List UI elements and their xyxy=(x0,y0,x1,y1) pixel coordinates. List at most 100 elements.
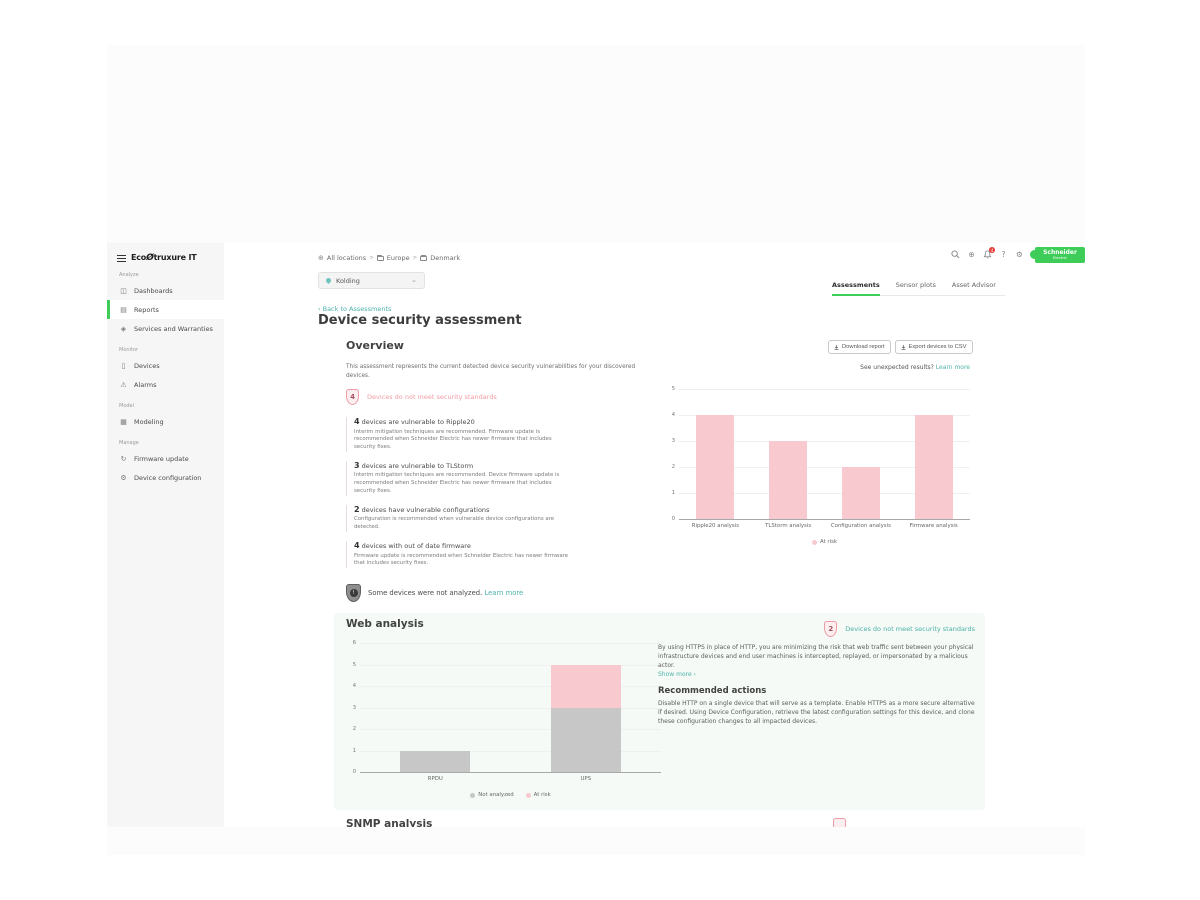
firmware-update-icon: ↻ xyxy=(120,454,127,463)
unexpected-learn-more-link[interactable]: Learn more xyxy=(935,364,970,371)
user-avatar[interactable] xyxy=(1030,250,1039,259)
y-tick-label: 2 xyxy=(352,726,356,732)
notifications-bell-icon[interactable]: 4 xyxy=(982,247,995,260)
gridline xyxy=(679,415,970,416)
not-analyzed-learn-more-link[interactable]: Learn more xyxy=(484,589,524,597)
chart-bar-firmware-analysis xyxy=(914,415,953,519)
sidebar-item-alarms[interactable]: ⚠ Alarms xyxy=(107,375,224,394)
overview-actions: Download report Export devices to CSV xyxy=(828,340,973,354)
schneider-electric-logo: Schneider Electric xyxy=(1035,247,1085,263)
download-icon xyxy=(834,344,839,350)
finding-ripple20: 4 devices are vulnerable to Ripple20 Inte… xyxy=(346,417,574,452)
finding-firmware: 4 devices with out of date firmware Firmw… xyxy=(346,541,574,569)
gray-shield-icon: ! xyxy=(346,584,361,602)
y-tick-label: 0 xyxy=(352,769,356,775)
folder-icon xyxy=(376,255,384,261)
chevron-left-icon: ‹ xyxy=(318,305,321,313)
y-tick-label: 1 xyxy=(352,747,356,754)
overview-chart-y-axis: 0 1 2 3 4 5 xyxy=(665,386,679,522)
devices-icon: ▯ xyxy=(121,361,126,370)
bar-segment-at-risk xyxy=(550,664,621,708)
all-locations-icon: ⊕ xyxy=(318,254,324,262)
gridline xyxy=(360,707,661,709)
gridline xyxy=(360,750,661,752)
web-chart-legend: Not analyzed At risk xyxy=(360,792,661,798)
x-category-label: Ripple20 analysis xyxy=(691,523,740,529)
y-tick-label: 5 xyxy=(671,386,675,392)
menu-hamburger-icon[interactable] xyxy=(117,254,126,262)
bar-segment-at-risk xyxy=(841,467,880,519)
web-analysis-badge: 2 Devices do not meet security standards xyxy=(824,621,975,637)
finding-count: 3 xyxy=(354,460,360,470)
chart-bar-rpdu xyxy=(400,750,471,772)
download-report-label: Download report xyxy=(842,344,885,350)
back-to-assessments-link[interactable]: ‹ Back to Assessments xyxy=(318,305,391,313)
sidebar-item-devices[interactable]: ▯ Devices xyxy=(107,356,224,375)
tab-asset-advisor[interactable]: Asset Advisor xyxy=(951,281,996,289)
legend-dot xyxy=(470,792,476,798)
breadcrumb-all-locations[interactable]: All locations xyxy=(326,254,367,262)
schneider-swirl-icon: Ø xyxy=(146,253,154,263)
sidebar-item-label: Dashboards xyxy=(134,286,173,295)
chart-bar-configuration-analysis xyxy=(841,467,880,519)
overview-heading: Overview xyxy=(346,339,404,352)
settings-gear-icon[interactable]: ⚙ xyxy=(1016,250,1023,259)
sidebar-section-model: Model xyxy=(119,403,135,409)
snmp-badge-shield xyxy=(833,818,846,827)
download-icon xyxy=(900,344,906,350)
sidebar-item-label: Devices xyxy=(134,361,160,370)
x-category-label: RPDU xyxy=(427,776,443,782)
app-logo: EcoØtruxure IT xyxy=(107,243,224,263)
overview-badge-label: Devices do not meet security standards xyxy=(367,393,497,401)
sidebar-item-services-warranties[interactable]: ◈ Services and Warranties xyxy=(107,319,224,338)
x-category-label: Configuration analysis xyxy=(830,523,891,529)
chart-bar-ripple20-analysis xyxy=(696,415,735,519)
gridline xyxy=(679,519,970,520)
recommended-actions-heading: Recommended actions xyxy=(658,686,767,696)
y-tick-label: 3 xyxy=(671,438,675,444)
services-icon: ◈ xyxy=(120,324,127,333)
sidebar-item-modeling[interactable]: ▦ Modeling xyxy=(107,412,224,431)
sidebar-item-device-configuration[interactable]: ⚙ Device configuration xyxy=(107,468,224,487)
help-icon[interactable]: ? xyxy=(1001,250,1006,259)
sidebar-item-reports[interactable]: ▤ Reports xyxy=(107,300,224,319)
search-icon[interactable] xyxy=(950,249,961,260)
page-title: Device security assessment xyxy=(318,313,522,328)
tab-sensor-plots[interactable]: Sensor plots xyxy=(895,281,936,289)
gridline xyxy=(360,686,661,687)
download-report-button[interactable]: Download report xyxy=(828,340,891,354)
location-selector[interactable]: Kolding ⌄ xyxy=(318,272,425,289)
finding-description: Interim mitigation techniques are recomm… xyxy=(354,472,560,495)
finding-title: 4 devices are vulnerable to Ripple20 xyxy=(354,417,475,426)
finding-title: 2 devices have vulnerable configurations xyxy=(354,504,490,514)
x-category-label: Firmware analysis xyxy=(909,523,958,529)
tab-assessments[interactable]: Assessments xyxy=(832,281,880,296)
back-link-label: Back to Assessments xyxy=(322,305,392,313)
show-more-link[interactable]: Show more › xyxy=(658,671,696,678)
breadcrumb-separator: > xyxy=(369,255,374,261)
y-tick-label: 0 xyxy=(671,516,675,522)
bar-segment-not-analyzed xyxy=(550,707,621,772)
gridline xyxy=(679,389,970,390)
finding-description: Firmware update is recommended when Schn… xyxy=(354,552,569,567)
breadcrumb-denmark[interactable]: Denmark xyxy=(430,254,461,262)
y-tick-label: 6 xyxy=(352,640,356,646)
sidebar-item-label: Firmware update xyxy=(134,454,189,463)
bar-segment-at-risk xyxy=(769,441,808,519)
sidebar-item-dashboards[interactable]: ◫ Dashboards xyxy=(107,281,224,300)
finding-count: 2 xyxy=(354,504,360,514)
finding-count: 4 xyxy=(354,541,360,551)
legend-item-at-risk: At risk xyxy=(811,539,837,545)
device-configuration-icon: ⚙ xyxy=(120,473,127,482)
legend-dot xyxy=(811,539,817,545)
overview-security-badge: 4 Devices do not meet security standards xyxy=(346,389,497,405)
gridline xyxy=(679,493,970,494)
sidebar-item-firmware-update[interactable]: ↻ Firmware update xyxy=(107,449,224,468)
export-csv-button[interactable]: Export devices to CSV xyxy=(894,340,973,354)
topbar-icon-group: ⊕ 4 ? ⚙ xyxy=(950,247,1039,260)
globe-icon[interactable]: ⊕ xyxy=(968,250,975,259)
finding-description: Interim mitigation techniques are recomm… xyxy=(354,428,552,451)
breadcrumb-europe[interactable]: Europe xyxy=(386,254,410,262)
gridline xyxy=(360,664,661,666)
web-chart-y-axis: 0 1 2 3 4 5 6 xyxy=(346,640,360,775)
